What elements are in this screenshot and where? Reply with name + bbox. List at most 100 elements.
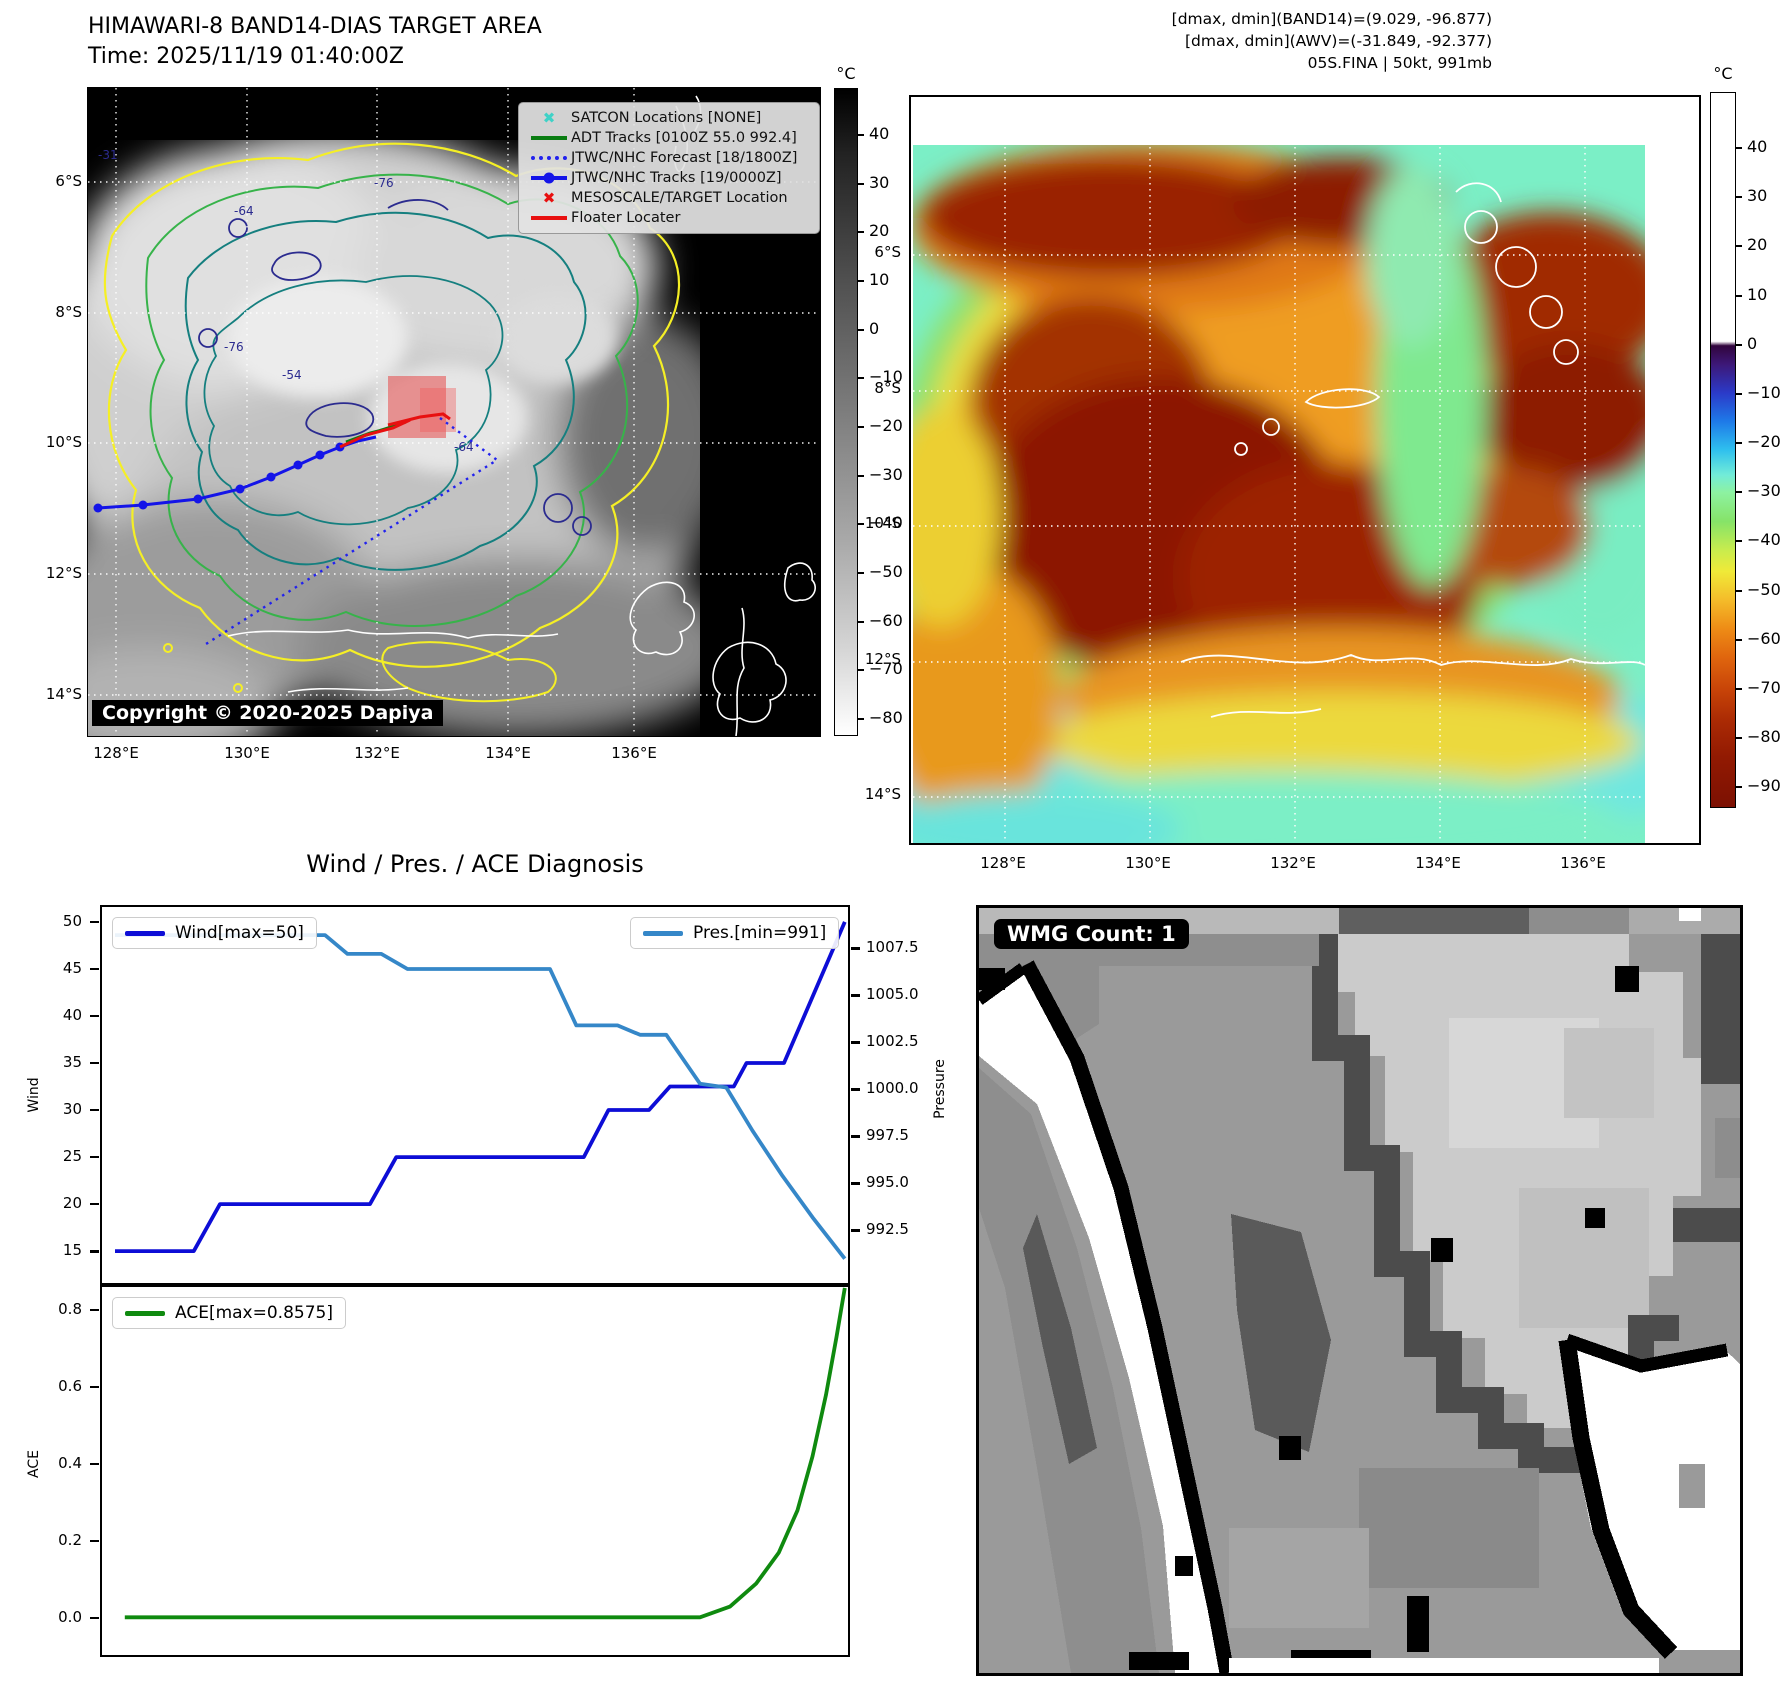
y-tick (90, 1014, 99, 1018)
contours (103, 142, 681, 703)
legend-line-icon (643, 930, 683, 936)
contour-label: -64 (454, 440, 474, 454)
awv-colorbar-tick (1736, 638, 1742, 641)
band14-colorbar-unit: °C (836, 64, 856, 83)
awv-lon-tick: 128°E (980, 854, 1026, 872)
gridlines (88, 88, 820, 736)
awv-colorbar-ticklabel: −70 (1747, 677, 1781, 697)
y-tick (90, 1203, 99, 1206)
awv-colorbar-tick (1736, 196, 1742, 199)
y-ticklabel: 20 (62, 1194, 82, 1213)
awv-colorbar-ticklabel: −90 (1747, 776, 1781, 796)
y-tick (90, 1156, 99, 1159)
legend-entry-label: MESOSCALE/TARGET Location (571, 190, 788, 206)
awv-colorbar-tick (1736, 786, 1742, 789)
band14-colorbar-ticklabel: 10 (869, 270, 890, 289)
y-ticklabel: 25 (62, 1147, 82, 1166)
y2-tick (851, 1229, 860, 1232)
band14-lat-tick: 10°S (45, 433, 82, 451)
band14-lat-tick: 14°S (45, 685, 82, 703)
band14-colorbar-tick (858, 620, 864, 623)
y2-tick (851, 1182, 860, 1185)
annotation-awv-range: [dmax, dmin](AWV)=(-31.849, -92.377) (1185, 32, 1492, 50)
band14-colorbar-tick (858, 718, 864, 721)
y2-tick (851, 994, 860, 997)
band14-colorbar-ticklabel: −60 (869, 610, 903, 630)
chart-lines (100, 905, 850, 1285)
series-Pres.[min=991] (115, 933, 847, 1260)
y-ticklabel: 0.4 (58, 1454, 82, 1473)
legend-entry: JTWC/NHC Forecast [18/1800Z] (527, 148, 811, 168)
legend-entry-label: ADT Tracks [0100Z 55.0 992.4] (571, 130, 797, 146)
legend-text: Wind[max=50] (175, 923, 304, 943)
legend-entry: ✖ MESOSCALE/TARGET Location (527, 188, 811, 208)
legend-entry: ✖ SATCON Locations [NONE] (527, 108, 811, 128)
y-ticklabel: 45 (62, 958, 82, 977)
band14-map-legend: ✖ SATCON Locations [NONE] ADT Tracks [0100… (518, 102, 820, 234)
band14-colorbar-ticklabel: −30 (869, 464, 903, 484)
awv-lon-tick: 130°E (1125, 854, 1171, 872)
wmg-panel (976, 905, 1743, 1676)
contour-label: -76 (374, 176, 394, 190)
y-tick (90, 1250, 99, 1253)
dotted-line-icon (527, 156, 571, 160)
y2-ticklabel: 1000.0 (866, 1079, 919, 1098)
y-ticklabel: 0.8 (58, 1300, 82, 1319)
awv-colorbar-ticklabel: 10 (1747, 284, 1768, 304)
contour-label: -54 (282, 368, 302, 382)
band14-colorbar-tick (858, 426, 864, 429)
band14-colorbar-ticklabel: −10 (869, 367, 903, 387)
band14-lon-tick: 134°E (485, 744, 531, 762)
legend-entry: JTWC/NHC Tracks [19/0000Z] (527, 168, 811, 188)
band14-map-panel: ✖ SATCON Locations [NONE] ADT Tracks [0100… (87, 87, 821, 737)
awv-lon-tick: 136°E (1560, 854, 1606, 872)
band14-colorbar-tick (858, 572, 864, 575)
annotation-band14-range: [dmax, dmin](BAND14)=(9.029, -96.877) (1171, 10, 1492, 28)
y2-ticklabel: 1005.0 (866, 985, 919, 1004)
series-ACE[max=0.8575] (124, 1287, 847, 1620)
awv-colorbar-tick (1736, 294, 1742, 297)
awv-colorbar-ticklabel: 0 (1747, 333, 1758, 353)
band14-lat-tick: 8°S (55, 303, 82, 321)
awv-colorbar (1710, 92, 1736, 808)
series-Wind[max=50] (115, 921, 847, 1254)
band14-colorbar-ticklabel: 30 (869, 172, 890, 192)
target-box (388, 376, 456, 438)
annotation-storm-status: 05S.FINA | 50kt, 991mb (1307, 54, 1492, 72)
awv-lon-tick: 132°E (1270, 854, 1316, 872)
awv-colorbar-ticklabel: 20 (1747, 235, 1768, 255)
y2-tick (851, 947, 860, 950)
legend-entry: ADT Tracks [0100Z 55.0 992.4] (527, 128, 811, 148)
y-ticklabel: 35 (62, 1053, 82, 1072)
y2-ticklabel: 1007.5 (866, 938, 919, 957)
y-tick (90, 1386, 99, 1389)
band14-lon-tick: 136°E (611, 744, 657, 762)
y-tick (90, 1309, 99, 1312)
band14-colorbar-ticklabel: −50 (869, 562, 903, 582)
awv-colorbar-ticklabel: 30 (1747, 186, 1768, 206)
forecast-track (205, 417, 500, 646)
awv-satellite-art (911, 97, 1699, 843)
contour-label: -76 (224, 340, 244, 354)
line-icon (527, 136, 571, 140)
y-tick (90, 920, 99, 924)
band14-colorbar-tick (858, 474, 864, 477)
y-ticklabel: 15 (62, 1241, 82, 1260)
y-ticklabel: 50 (62, 911, 82, 930)
figure-title: HIMAWARI-8 BAND14-DIAS TARGET AREA (88, 14, 542, 39)
band14-lon-tick: 132°E (354, 744, 400, 762)
y-tick (90, 1540, 99, 1543)
chart-plot-area (100, 1285, 850, 1657)
ace-axis-label: ACE (26, 1450, 42, 1478)
awv-colorbar-tick (1736, 687, 1742, 690)
awv-colorbar-tick (1736, 245, 1742, 248)
band14-colorbar-tick (858, 231, 864, 234)
floater-track (339, 412, 451, 449)
band14-lat-tick: 6°S (55, 172, 82, 190)
legend-entry-label: JTWC/NHC Tracks [19/0000Z] (571, 170, 782, 186)
awv-colorbar-ticklabel: −20 (1747, 432, 1781, 452)
header-annotations: [dmax, dmin](BAND14)=(9.029, -96.877) [d… (1172, 8, 1492, 74)
y-ticklabel: 30 (62, 1100, 82, 1119)
y-tick (90, 1617, 99, 1620)
